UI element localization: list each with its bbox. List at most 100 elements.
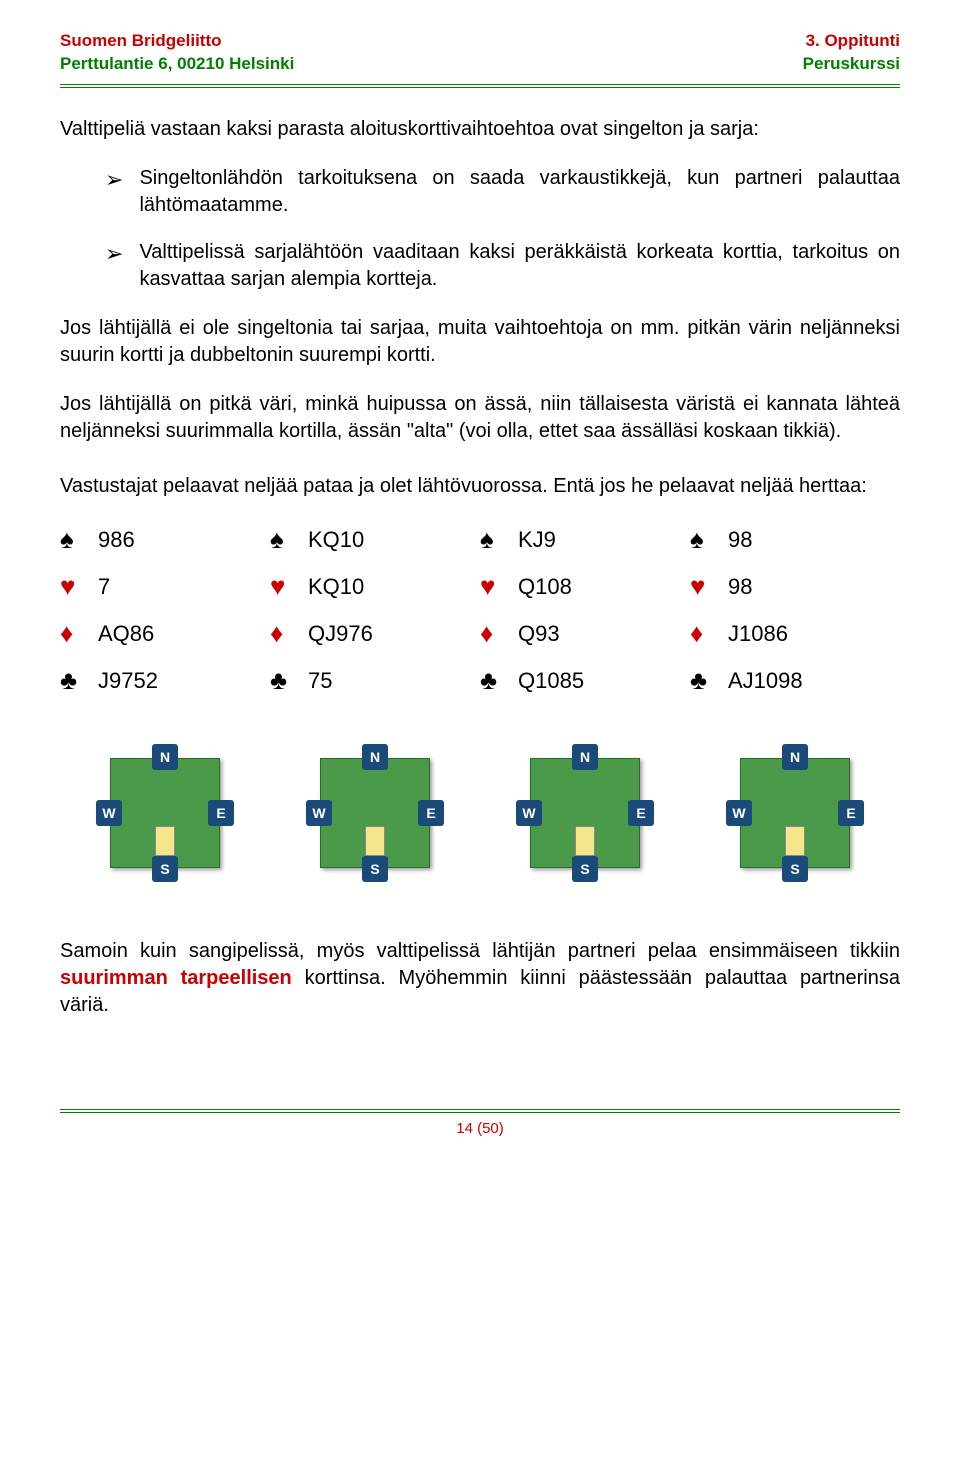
bridge-table: N S W E [720,738,870,888]
suit-line-diamonds: ♦J1086 [690,616,900,651]
hand-column: ♠KJ9♥Q108♦Q93♣Q1085 [480,522,690,698]
hand-column: ♠KQ10♥KQ10♦QJ976♣75 [270,522,480,698]
hands-row: ♠986♥7♦AQ86♣J9752♠KQ10♥KQ10♦QJ976♣75♠KJ9… [60,522,900,698]
lesson-label: 3. Oppitunti [803,30,900,53]
diamonds-icon: ♦ [270,616,308,651]
hearts-icon: ♥ [690,569,728,604]
played-card-icon [785,826,805,856]
spades-icon: ♠ [480,522,518,557]
suit-line-spades: ♠98 [690,522,900,557]
seat-south: S [572,856,598,882]
bridge-tables-row: N S W E N S W E N S W E N S W E [60,738,900,888]
diamonds-icon: ♦ [690,616,728,651]
clubs-icon: ♣ [690,663,728,698]
paragraph-2: Jos lähtijällä ei ole singeltonia tai sa… [60,315,900,369]
seat-east: E [418,800,444,826]
header-divider [60,84,900,88]
bridge-table: N S W E [510,738,660,888]
suit-line-diamonds: ♦AQ86 [60,616,270,651]
hand-column: ♠986♥7♦AQ86♣J9752 [60,522,270,698]
played-card-icon [365,826,385,856]
intro-paragraph: Valttipeliä vastaan kaksi parasta aloitu… [60,116,900,143]
bullet-text: Singeltonlähdön tarkoituksena on saada v… [139,165,900,219]
bullet-list: ➢ Singeltonlähdön tarkoituksena on saada… [60,165,900,293]
hand-column: ♠98♥98♦J1086♣AJ1098 [690,522,900,698]
arrow-icon: ➢ [105,165,123,219]
clubs-icon: ♣ [60,663,98,698]
spades-icon: ♠ [270,522,308,557]
org-address: Perttulantie 6, 00210 Helsinki [60,53,294,76]
suit-line-hearts: ♥7 [60,569,270,604]
page-number: 14 (50) [60,1119,900,1139]
spades-icon: ♠ [690,522,728,557]
suit-line-hearts: ♥KQ10 [270,569,480,604]
card-values: QJ976 [308,619,373,649]
course-label: Peruskurssi [803,53,900,76]
clubs-icon: ♣ [480,663,518,698]
spades-icon: ♠ [60,522,98,557]
hearts-icon: ♥ [270,569,308,604]
played-card-icon [575,826,595,856]
suit-line-diamonds: ♦Q93 [480,616,690,651]
seat-north: N [782,744,808,770]
arrow-icon: ➢ [105,239,123,293]
suit-line-clubs: ♣75 [270,663,480,698]
card-values: KQ10 [308,572,364,602]
closing-paragraph: Samoin kuin sangipelissä, myös valttipel… [60,938,900,1019]
card-values: AQ86 [98,619,154,649]
suit-line-spades: ♠KJ9 [480,522,690,557]
card-values: 98 [728,525,752,555]
seat-west: W [96,800,122,826]
paragraph-3: Jos lähtijällä on pitkä väri, minkä huip… [60,391,900,445]
card-values: J1086 [728,619,788,649]
org-name: Suomen Bridgeliitto [60,30,294,53]
footer-divider [60,1109,900,1113]
card-values: 986 [98,525,135,555]
suit-line-clubs: ♣AJ1098 [690,663,900,698]
bullet-item: ➢ Singeltonlähdön tarkoituksena on saada… [105,165,900,219]
page-header: Suomen Bridgeliitto Perttulantie 6, 0021… [60,30,900,76]
seat-west: W [516,800,542,826]
seat-west: W [726,800,752,826]
header-left: Suomen Bridgeliitto Perttulantie 6, 0021… [60,30,294,76]
seat-east: E [838,800,864,826]
suit-line-diamonds: ♦QJ976 [270,616,480,651]
suit-line-hearts: ♥98 [690,569,900,604]
seat-south: S [152,856,178,882]
hearts-icon: ♥ [60,569,98,604]
suit-line-clubs: ♣Q1085 [480,663,690,698]
suit-line-spades: ♠KQ10 [270,522,480,557]
hearts-icon: ♥ [480,569,518,604]
card-values: 75 [308,666,332,696]
card-values: AJ1098 [728,666,803,696]
bullet-text: Valttipelissä sarjalähtöön vaaditaan kak… [139,239,900,293]
seat-west: W [306,800,332,826]
paragraph-4: Vastustajat pelaavat neljää pataa ja ole… [60,473,900,500]
suit-line-hearts: ♥Q108 [480,569,690,604]
header-right: 3. Oppitunti Peruskurssi [803,30,900,76]
suit-line-spades: ♠986 [60,522,270,557]
bridge-table: N S W E [300,738,450,888]
suit-line-clubs: ♣J9752 [60,663,270,698]
card-values: J9752 [98,666,158,696]
closing-pre: Samoin kuin sangipelissä, myös valttipel… [60,940,900,962]
bullet-item: ➢ Valttipelissä sarjalähtöön vaaditaan k… [105,239,900,293]
seat-north: N [152,744,178,770]
card-values: KQ10 [308,525,364,555]
seat-south: S [362,856,388,882]
diamonds-icon: ♦ [60,616,98,651]
card-values: Q1085 [518,666,584,696]
closing-bold: suurimman tarpeellisen [60,967,292,989]
seat-south: S [782,856,808,882]
seat-east: E [628,800,654,826]
card-values: 7 [98,572,110,602]
bridge-table: N S W E [90,738,240,888]
card-values: KJ9 [518,525,556,555]
card-values: Q93 [518,619,560,649]
seat-north: N [362,744,388,770]
seat-north: N [572,744,598,770]
seat-east: E [208,800,234,826]
card-values: 98 [728,572,752,602]
clubs-icon: ♣ [270,663,308,698]
card-values: Q108 [518,572,572,602]
